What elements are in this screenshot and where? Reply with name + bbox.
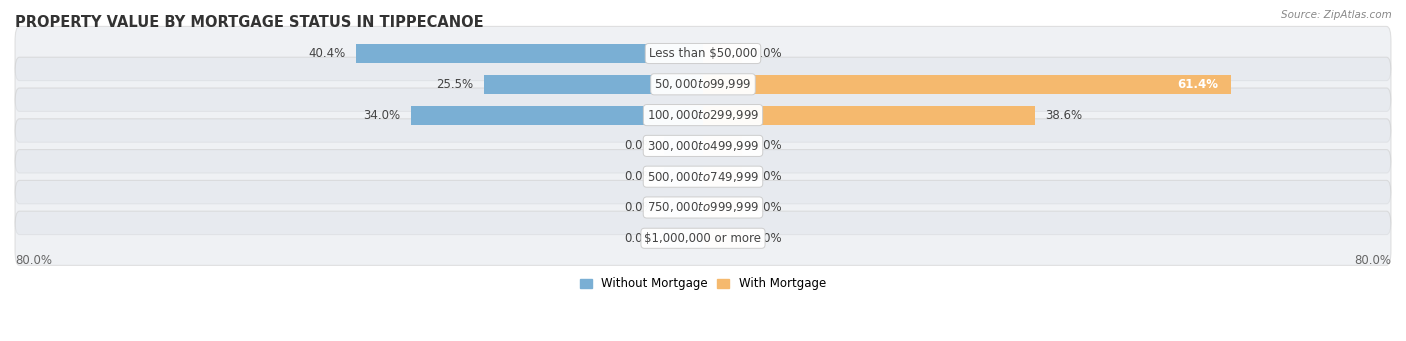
FancyBboxPatch shape xyxy=(15,150,1391,204)
Legend: Without Mortgage, With Mortgage: Without Mortgage, With Mortgage xyxy=(575,273,831,295)
Bar xyxy=(703,75,1232,94)
Text: 0.0%: 0.0% xyxy=(752,232,782,245)
Text: 80.0%: 80.0% xyxy=(1354,254,1391,267)
Text: 0.0%: 0.0% xyxy=(624,139,654,152)
Bar xyxy=(703,106,1035,125)
Text: Source: ZipAtlas.com: Source: ZipAtlas.com xyxy=(1281,10,1392,20)
FancyBboxPatch shape xyxy=(15,119,1391,173)
FancyBboxPatch shape xyxy=(15,57,1391,112)
Text: 25.5%: 25.5% xyxy=(436,78,474,91)
Text: $1,000,000 or more: $1,000,000 or more xyxy=(644,232,762,245)
Bar xyxy=(703,44,742,63)
Text: $300,000 to $499,999: $300,000 to $499,999 xyxy=(647,139,759,153)
Bar xyxy=(664,167,703,186)
Text: 0.0%: 0.0% xyxy=(752,47,782,60)
Text: 0.0%: 0.0% xyxy=(752,201,782,214)
Text: 38.6%: 38.6% xyxy=(1045,108,1083,122)
FancyBboxPatch shape xyxy=(15,88,1391,142)
Text: 0.0%: 0.0% xyxy=(752,139,782,152)
Bar xyxy=(703,136,742,155)
FancyBboxPatch shape xyxy=(15,26,1391,80)
Bar xyxy=(703,167,742,186)
Bar xyxy=(484,75,703,94)
Text: PROPERTY VALUE BY MORTGAGE STATUS IN TIPPECANOE: PROPERTY VALUE BY MORTGAGE STATUS IN TIP… xyxy=(15,15,484,30)
Text: 40.4%: 40.4% xyxy=(308,47,346,60)
Text: 0.0%: 0.0% xyxy=(624,170,654,183)
Text: 0.0%: 0.0% xyxy=(624,232,654,245)
Bar xyxy=(664,198,703,217)
Bar xyxy=(411,106,703,125)
Text: 34.0%: 34.0% xyxy=(363,108,401,122)
Text: $50,000 to $99,999: $50,000 to $99,999 xyxy=(654,77,752,91)
Text: 80.0%: 80.0% xyxy=(15,254,52,267)
Text: $100,000 to $299,999: $100,000 to $299,999 xyxy=(647,108,759,122)
Bar xyxy=(664,229,703,248)
Text: $750,000 to $999,999: $750,000 to $999,999 xyxy=(647,201,759,214)
Bar xyxy=(664,136,703,155)
Text: Less than $50,000: Less than $50,000 xyxy=(648,47,758,60)
FancyBboxPatch shape xyxy=(15,180,1391,235)
Bar xyxy=(703,229,742,248)
Text: 0.0%: 0.0% xyxy=(752,170,782,183)
Text: 0.0%: 0.0% xyxy=(624,201,654,214)
Bar xyxy=(356,44,703,63)
Text: 61.4%: 61.4% xyxy=(1177,78,1218,91)
FancyBboxPatch shape xyxy=(15,211,1391,265)
Text: $500,000 to $749,999: $500,000 to $749,999 xyxy=(647,170,759,184)
Bar xyxy=(703,198,742,217)
